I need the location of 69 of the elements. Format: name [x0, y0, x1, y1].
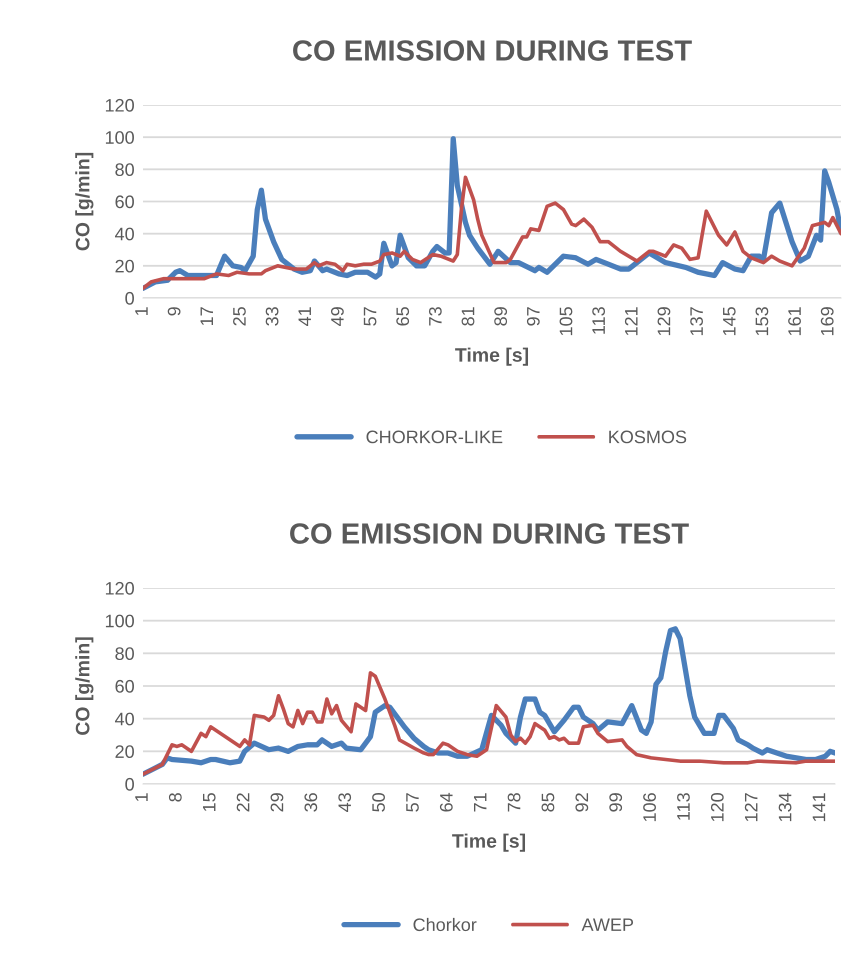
legend-label: KOSMOS: [609, 430, 686, 444]
x-tick-label: 141: [812, 793, 826, 822]
y-axis-title: CO [g/min]: [75, 637, 94, 735]
line-series: [143, 671, 835, 776]
x-tick-label: 127: [744, 793, 758, 822]
x-tick-label: 97: [526, 307, 540, 326]
x-tick-label: 17: [200, 307, 213, 326]
y-tick-label: 80: [115, 647, 134, 660]
x-tick-label: 145: [723, 307, 736, 336]
x-tick-label: 9: [168, 307, 180, 316]
x-tick-label: 113: [592, 307, 606, 334]
y-tick-label: 0: [125, 292, 134, 305]
x-tick-label: 134: [778, 792, 792, 822]
x-axis-title: Time [s]: [452, 834, 526, 852]
y-tick-label: 20: [115, 260, 134, 273]
x-tick-label: 57: [364, 307, 376, 326]
x-tick-label: 99: [609, 793, 622, 812]
y-tick-label: 100: [106, 614, 134, 628]
x-tick-label: 57: [406, 793, 419, 812]
x-tick-label: 15: [202, 793, 216, 812]
x-tick-label: 64: [440, 792, 453, 812]
x-tick-label: 22: [236, 793, 250, 812]
x-tick-label: 105: [560, 307, 572, 336]
y-tick-label: 20: [115, 745, 134, 758]
x-tick-label: 89: [494, 307, 508, 326]
y-tick-label: 40: [115, 228, 134, 240]
legend-label: CHORKOR-LIKE: [366, 430, 502, 444]
legend-label: Chorkor: [414, 918, 477, 932]
x-tick-label: 121: [624, 307, 638, 336]
y-tick-label: 100: [106, 131, 134, 144]
x-tick-label: 161: [788, 307, 801, 336]
x-tick-label: 43: [338, 793, 352, 812]
x-tick-label: 129: [658, 307, 670, 336]
x-tick-label: 73: [428, 307, 442, 326]
x-tick-label: 29: [270, 793, 284, 812]
x-tick-label: 49: [330, 307, 344, 326]
x-tick-label: 71: [474, 793, 486, 812]
y-tick-label: 80: [115, 163, 134, 176]
x-tick-label: 25: [233, 307, 246, 326]
x-tick-label: 92: [575, 793, 588, 812]
x-tick-label: 137: [690, 307, 703, 336]
x-tick-label: 85: [542, 793, 554, 812]
y-axis-title: CO [g/min]: [75, 152, 94, 250]
line-series: [143, 176, 841, 290]
y-tick-label: 60: [116, 680, 134, 693]
x-tick-label: 106: [643, 793, 656, 822]
x-tick-label: 1: [135, 793, 148, 801]
chart-title: CO EMISSION DURING TEST: [290, 523, 689, 544]
chart-title: CO EMISSION DURING TEST: [293, 40, 692, 61]
x-tick-label: 169: [820, 307, 834, 336]
y-tick-label: 0: [125, 778, 134, 791]
legend-label: AWEP: [582, 918, 634, 931]
y-tick-label: 120: [106, 582, 134, 595]
y-tick-label: 120: [106, 98, 134, 112]
x-axis-title: Time [s]: [455, 348, 528, 366]
x-tick-label: 33: [266, 307, 278, 326]
x-tick-label: 50: [372, 793, 385, 812]
x-tick-label: 81: [462, 307, 474, 326]
x-tick-label: 113: [677, 793, 690, 820]
x-tick-label: 8: [168, 793, 182, 802]
x-tick-label: 120: [710, 793, 724, 822]
x-tick-label: 65: [396, 307, 410, 326]
y-tick-label: 60: [116, 195, 134, 208]
x-tick-label: 78: [508, 793, 520, 812]
y-tick-label: 40: [115, 712, 134, 726]
x-tick-label: 36: [304, 793, 318, 812]
x-tick-label: 153: [756, 307, 768, 336]
x-tick-label: 1: [135, 307, 148, 315]
x-tick-label: 41: [298, 307, 311, 326]
